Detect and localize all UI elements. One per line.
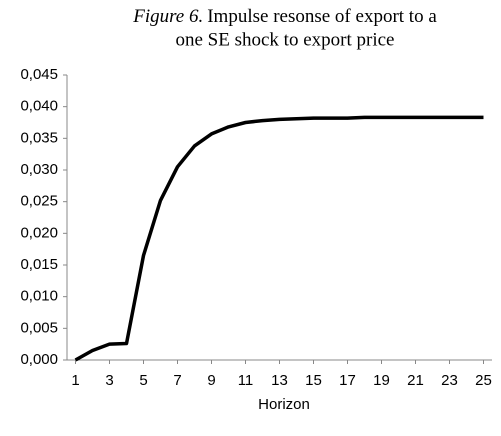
y-tick-label: 0,005 (20, 319, 58, 336)
chart-title: Figure 6. Impulse resonse of export to a (132, 6, 437, 27)
x-tick-label: 3 (105, 372, 113, 389)
y-tick-label: 0,010 (20, 288, 58, 305)
x-tick-label: 11 (238, 372, 254, 389)
title-line: one SE shock to export price (176, 29, 395, 50)
figure-label: Figure 6. (132, 6, 203, 27)
x-tick-label: 1 (71, 372, 79, 389)
x-tick-label: 17 (339, 372, 356, 389)
y-tick-label: 0,040 (20, 98, 58, 115)
y-tick-label: 0,015 (20, 256, 58, 273)
x-tick-label: 21 (407, 372, 424, 389)
y-tick-label: 0,045 (20, 66, 58, 83)
y-tick-label: 0,035 (20, 129, 58, 146)
x-tick-label: 23 (441, 372, 458, 389)
y-tick-label: 0,000 (20, 351, 58, 368)
x-tick-label: 9 (207, 372, 215, 389)
y-tick-label: 0,030 (20, 161, 58, 178)
title-line: Impulse resonse of export to a (207, 6, 437, 27)
x-axis-label: Horizon (258, 396, 310, 413)
y-tick-label: 0,020 (20, 224, 58, 241)
x-tick-label: 13 (271, 372, 288, 389)
x-tick-label: 25 (475, 372, 492, 389)
x-tick-label: 15 (305, 372, 322, 389)
y-tick-label: 0,025 (20, 193, 58, 210)
data-line (74, 115, 484, 362)
x-tick-label: 19 (373, 372, 390, 389)
x-tick-label: 5 (139, 372, 147, 389)
x-tick-label: 7 (173, 372, 181, 389)
